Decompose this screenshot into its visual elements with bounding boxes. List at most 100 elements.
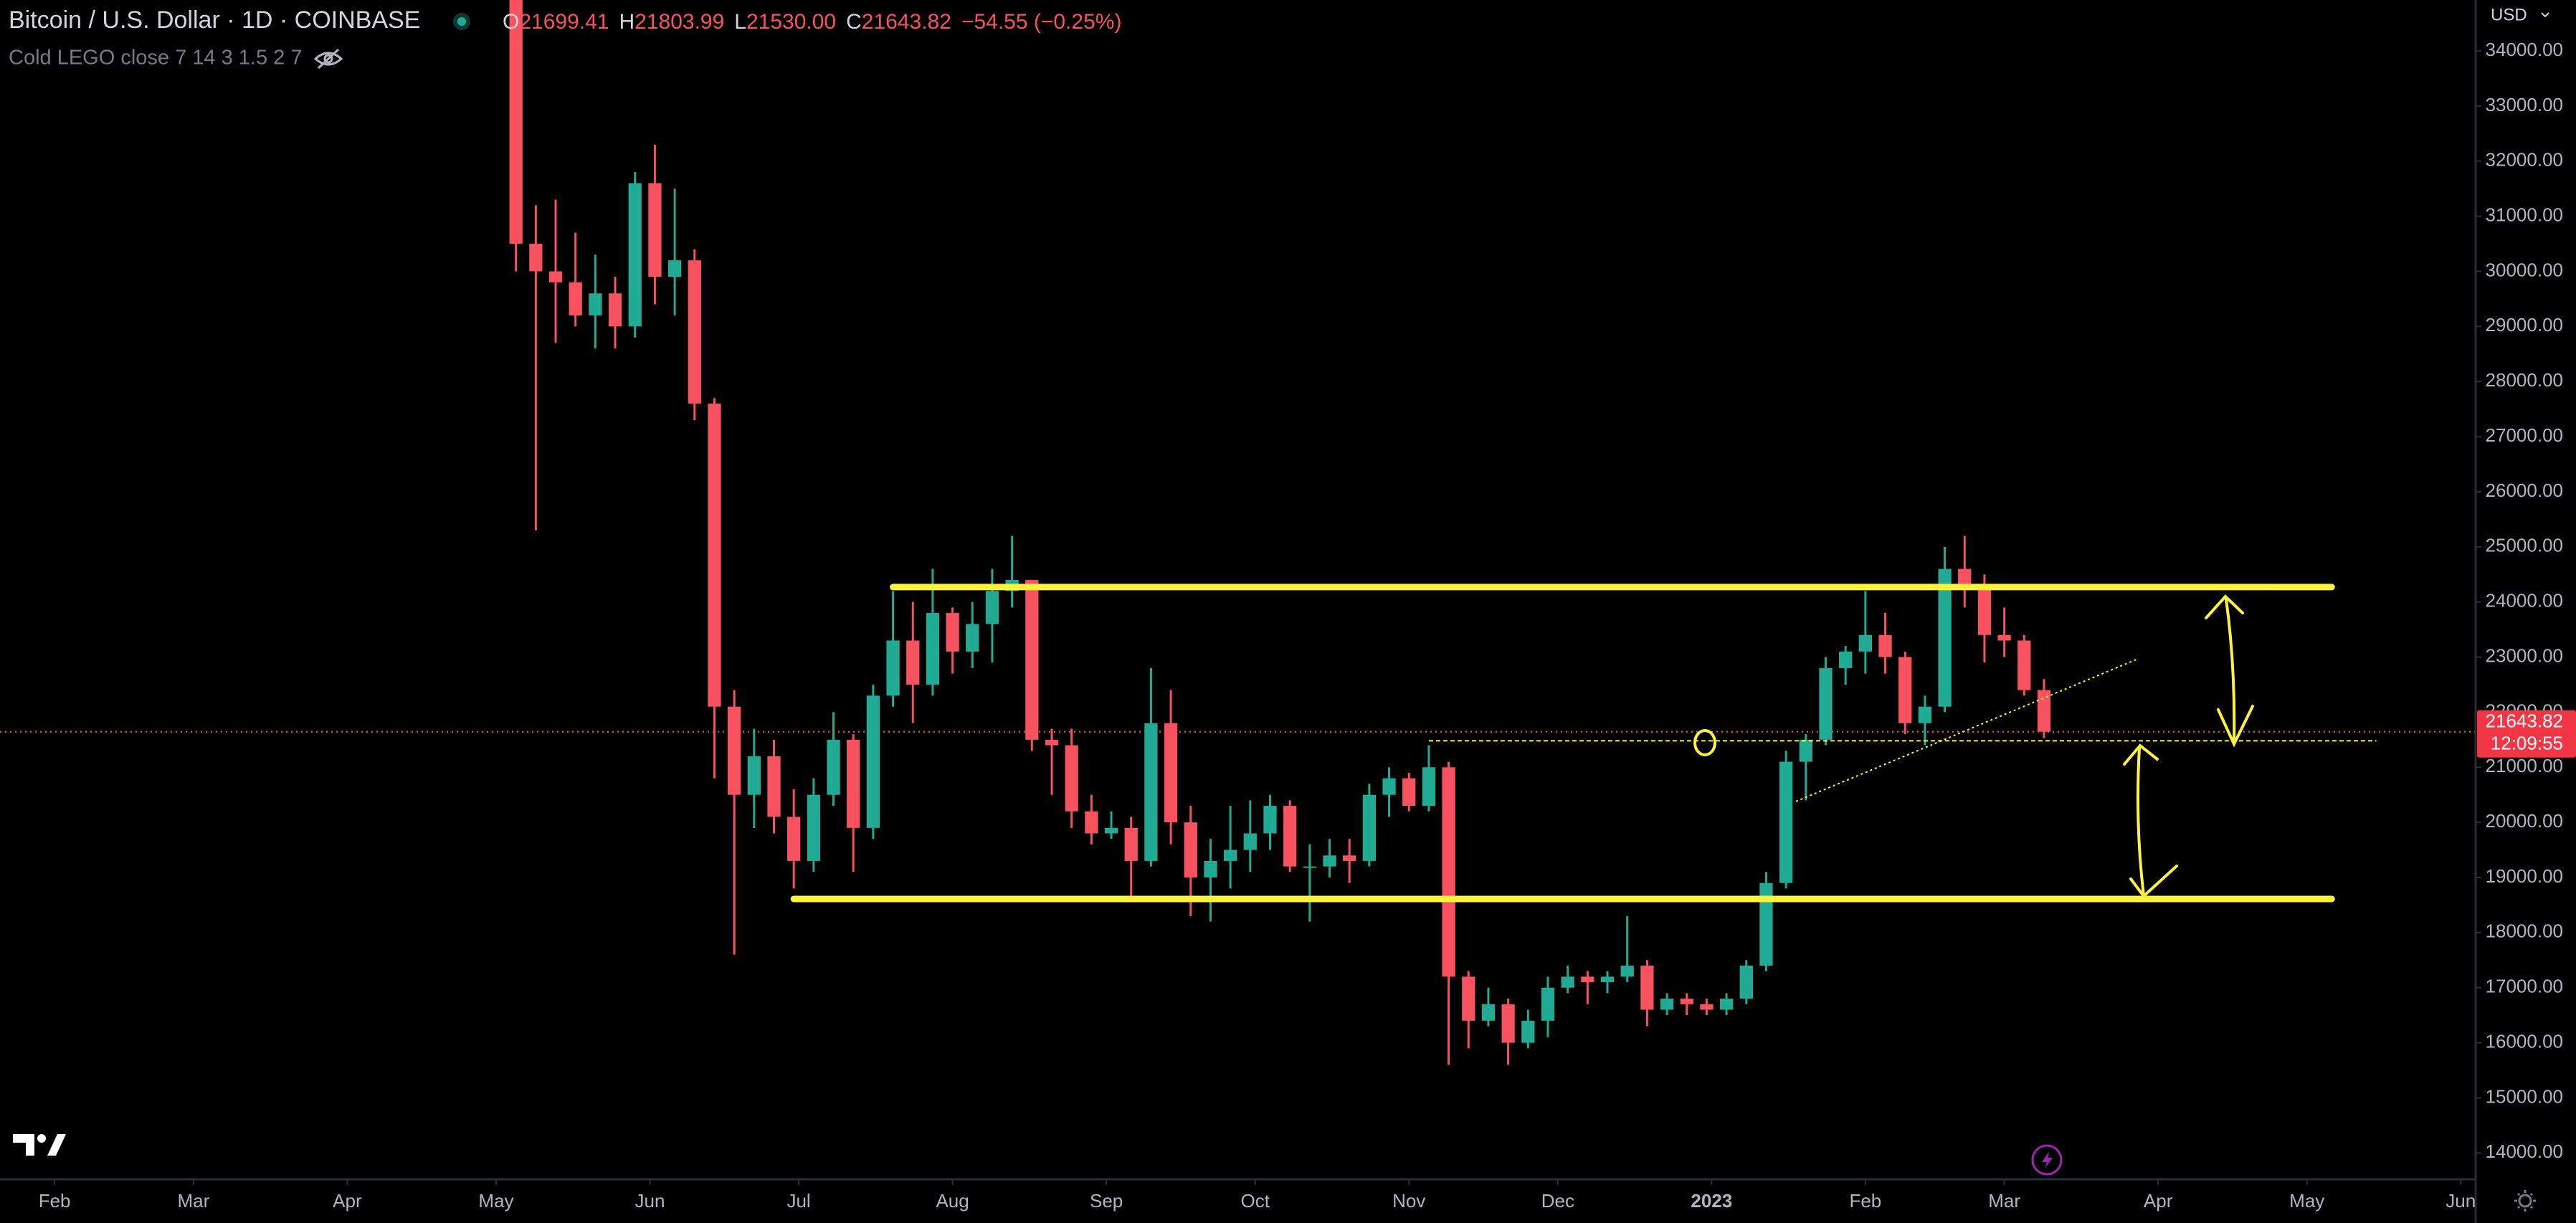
candle-body bbox=[1045, 739, 1059, 746]
candle-body bbox=[1620, 965, 1634, 977]
x-tick-label: May bbox=[2289, 1190, 2324, 1212]
candle-body bbox=[1204, 860, 1217, 878]
candle-body bbox=[1819, 667, 1833, 740]
candle-body bbox=[1700, 1004, 1714, 1010]
ohlc-value: 21643.82 bbox=[862, 10, 951, 34]
candle-body bbox=[1640, 965, 1654, 1010]
x-tick-label: Nov bbox=[1392, 1190, 1425, 1212]
x-tick-label: Sep bbox=[1090, 1190, 1123, 1212]
candle-body bbox=[1442, 767, 1455, 977]
candle-body bbox=[1581, 976, 1594, 983]
x-tick-label: Apr bbox=[2144, 1190, 2173, 1212]
candle-body bbox=[667, 260, 682, 277]
ohlc-label: H bbox=[619, 10, 635, 34]
candle-body bbox=[1144, 723, 1158, 861]
arrow-head bbox=[2123, 743, 2159, 766]
x-tick-label: Jul bbox=[786, 1190, 810, 1212]
y-tick-label: 16000.00 bbox=[2486, 1030, 2563, 1052]
candle-body bbox=[529, 244, 543, 272]
axes: 14000.00 15000.00 16000.00 17000.00 18000.00… bbox=[39, 39, 2563, 1212]
hand-drawn-annotations bbox=[1693, 594, 2254, 898]
candle-body bbox=[1184, 822, 1197, 878]
candle-body bbox=[1997, 634, 2011, 641]
candle-body bbox=[1521, 1020, 1535, 1043]
candle-body bbox=[1739, 965, 1753, 999]
ohlc-label: C bbox=[846, 10, 862, 34]
x-tick-label: Jun bbox=[635, 1190, 665, 1212]
x-tick-label: Apr bbox=[333, 1190, 362, 1212]
candle-body bbox=[1462, 976, 1475, 1021]
candle-body bbox=[2037, 690, 2051, 732]
visibility-icon[interactable] bbox=[313, 48, 343, 70]
currency-label[interactable]: USD bbox=[2491, 5, 2527, 24]
candle-body bbox=[1402, 778, 1416, 806]
x-tick-label: Jun bbox=[2446, 1190, 2476, 1212]
candle-body bbox=[1422, 767, 1436, 806]
price-tag-countdown: 12:09:55 bbox=[2491, 733, 2563, 754]
x-tick-label: Aug bbox=[936, 1190, 969, 1212]
ohlc-value: 21803.99 bbox=[635, 10, 724, 34]
candle-body bbox=[966, 624, 979, 652]
candle-body bbox=[926, 613, 940, 685]
y-tick-label: 27000.00 bbox=[2486, 424, 2563, 446]
candle-body bbox=[1839, 651, 1853, 668]
candle-body bbox=[589, 293, 602, 315]
candle-body bbox=[1977, 585, 1992, 635]
candle-body bbox=[1719, 999, 1734, 1010]
y-tick-label: 18000.00 bbox=[2486, 920, 2563, 942]
arrow-head bbox=[2129, 865, 2178, 898]
ohlc: O21699.41 H21803.99 L21530.00 C21643.82 −54.… bbox=[503, 10, 1121, 34]
candle-body bbox=[1283, 806, 1297, 867]
candle-body bbox=[1323, 855, 1336, 867]
y-tick-label: 29000.00 bbox=[2486, 314, 2563, 336]
lightning-button[interactable] bbox=[2031, 1144, 2063, 1176]
candle-body bbox=[1759, 882, 1773, 966]
candle-body bbox=[787, 817, 801, 861]
currency-caret[interactable] bbox=[2541, 12, 2549, 18]
candle-body bbox=[509, 0, 523, 244]
candle-body bbox=[1263, 806, 1277, 834]
settings-icon[interactable] bbox=[2514, 1190, 2536, 1212]
candle-body bbox=[728, 706, 741, 795]
y-tick-label: 17000.00 bbox=[2486, 976, 2563, 997]
ohlc-label: O bbox=[503, 10, 519, 34]
candle-body bbox=[807, 794, 820, 861]
candle-body bbox=[1104, 827, 1118, 834]
arrow-head bbox=[2217, 705, 2254, 748]
y-tick-label: 25000.00 bbox=[2486, 535, 2563, 556]
x-tick-label: 2023 bbox=[1691, 1190, 1732, 1212]
candle-body bbox=[1243, 833, 1257, 850]
y-tick-label: 23000.00 bbox=[2486, 644, 2563, 666]
arrow bbox=[2225, 598, 2236, 744]
price-tag-box bbox=[2477, 710, 2576, 758]
candle-body bbox=[688, 260, 701, 404]
trend-line bbox=[1795, 657, 2139, 802]
indicator-label: Cold LEGO close 7 14 3 1.5 2 7 bbox=[9, 47, 302, 70]
candle-body bbox=[1085, 811, 1098, 834]
x-tick-label: Feb bbox=[39, 1190, 71, 1212]
y-tick-label: 15000.00 bbox=[2486, 1085, 2563, 1107]
y-tick-label: 19000.00 bbox=[2486, 865, 2563, 887]
candle-body bbox=[1362, 794, 1377, 861]
candle-body bbox=[747, 756, 761, 795]
candle-body bbox=[608, 293, 622, 327]
status-dot bbox=[457, 17, 466, 26]
circle-doodle bbox=[1693, 729, 1716, 756]
candle-body bbox=[1501, 1004, 1515, 1043]
candle-body bbox=[1124, 827, 1138, 861]
header: Bitcoin / U.S. Dollar · 1D · COINBASE O2… bbox=[9, 5, 2549, 70]
candle-body bbox=[1382, 778, 1396, 795]
candle-body bbox=[1898, 657, 1912, 723]
candle-body bbox=[985, 591, 999, 624]
candle-body bbox=[1481, 1004, 1496, 1021]
candle-body bbox=[648, 183, 662, 277]
y-tick-label: 30000.00 bbox=[2486, 259, 2563, 280]
candle-body bbox=[886, 640, 900, 696]
candle-body bbox=[1541, 987, 1555, 1021]
x-tick-label: Feb bbox=[1849, 1190, 1881, 1212]
candle-body bbox=[847, 739, 860, 828]
ohlc-change: −54.55 (−0.25%) bbox=[961, 10, 1122, 34]
tradingview-logo[interactable] bbox=[13, 1134, 66, 1156]
